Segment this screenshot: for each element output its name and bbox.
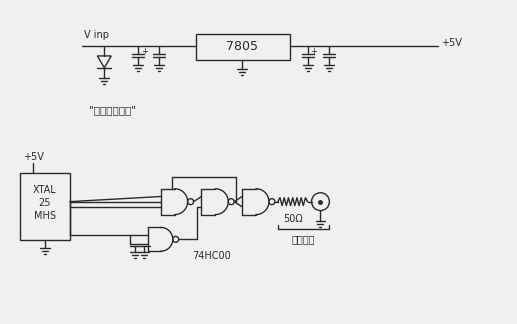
Text: "像瓜式二极管": "像瓜式二极管" bbox=[89, 106, 136, 115]
Text: +: + bbox=[311, 47, 317, 56]
Text: V inp: V inp bbox=[84, 30, 109, 40]
Text: MHS: MHS bbox=[34, 211, 56, 221]
Text: +5V: +5V bbox=[23, 152, 44, 162]
Text: +: + bbox=[141, 47, 148, 56]
Text: 短一点！: 短一点！ bbox=[292, 234, 315, 244]
Text: +5V: +5V bbox=[442, 38, 462, 48]
Bar bbox=[195, 34, 290, 60]
Text: 50Ω: 50Ω bbox=[283, 214, 302, 224]
Text: 25: 25 bbox=[39, 198, 51, 208]
Bar bbox=[20, 173, 70, 240]
Text: 74HC00: 74HC00 bbox=[192, 251, 231, 261]
Text: XTAL: XTAL bbox=[33, 185, 57, 195]
Text: 7805: 7805 bbox=[226, 40, 258, 53]
